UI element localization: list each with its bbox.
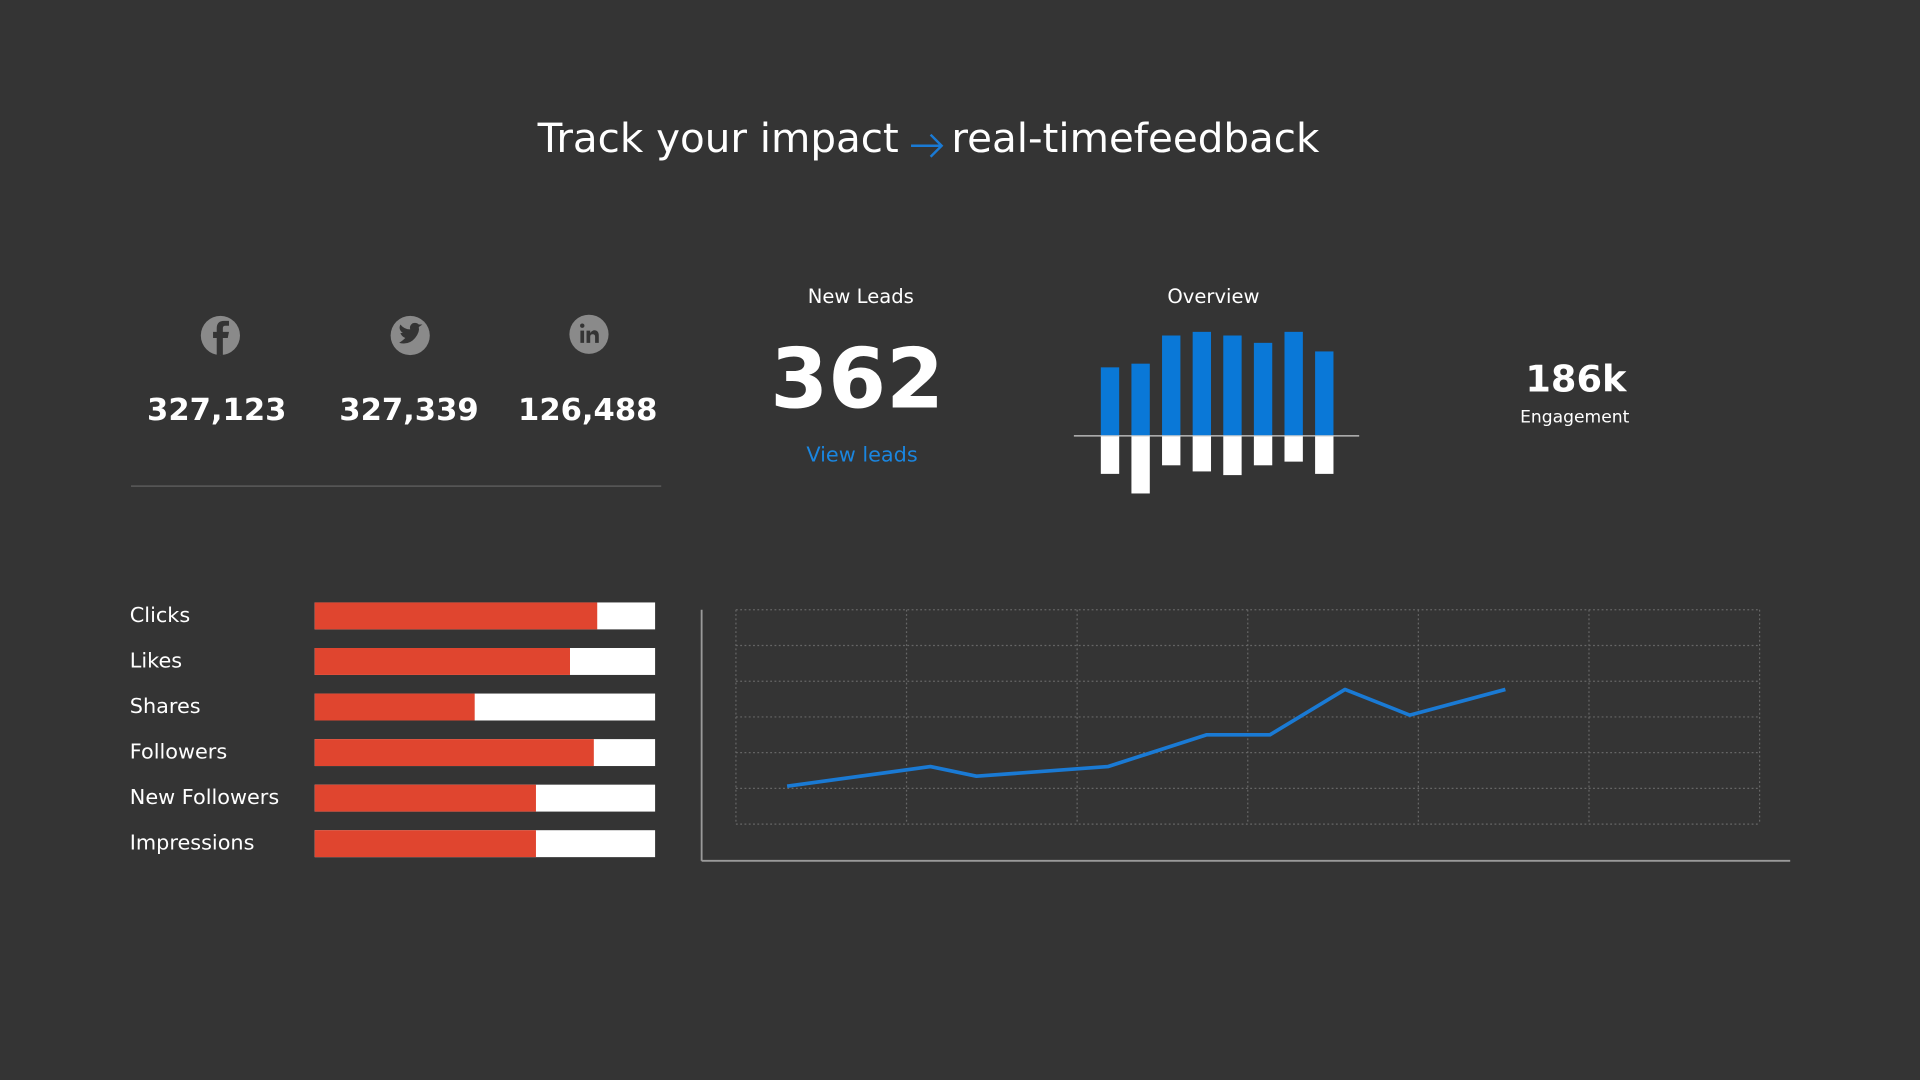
engagement-value: 186k bbox=[1525, 357, 1628, 400]
view-leads-link[interactable]: View leads bbox=[806, 443, 917, 467]
twitter-icon bbox=[390, 315, 430, 356]
social-value: 327,123 bbox=[147, 393, 286, 428]
leads-label: New Leads bbox=[808, 285, 914, 308]
engagement-label: Engagement bbox=[1520, 408, 1630, 428]
bar bbox=[1100, 435, 1120, 474]
bar bbox=[1162, 435, 1181, 466]
bar-label: Impressions bbox=[130, 831, 255, 855]
bar bbox=[314, 830, 536, 858]
leads-value: 362 bbox=[770, 330, 944, 427]
bar bbox=[1192, 435, 1212, 472]
bar bbox=[1253, 342, 1273, 436]
overview-title: Overview bbox=[1167, 285, 1259, 308]
title-arrow bbox=[911, 133, 944, 158]
bar bbox=[1192, 331, 1212, 436]
title: Track your impact bbox=[537, 114, 899, 162]
bar bbox=[1131, 363, 1150, 436]
bar bbox=[1284, 331, 1303, 436]
linkedin-icon bbox=[569, 314, 609, 354]
bar-label: Clicks bbox=[130, 603, 190, 627]
bar bbox=[1100, 367, 1120, 436]
bar bbox=[314, 602, 598, 630]
social-value: 126,488 bbox=[518, 393, 657, 428]
bar bbox=[1162, 335, 1181, 436]
bar bbox=[314, 784, 536, 812]
bar bbox=[1253, 435, 1273, 466]
bar-label: New Followers bbox=[130, 785, 279, 809]
social-value: 327,339 bbox=[339, 393, 478, 428]
bar bbox=[314, 648, 570, 675]
bar bbox=[1223, 435, 1242, 476]
bar bbox=[1315, 351, 1334, 436]
bar-label: Shares bbox=[130, 694, 201, 718]
bar-label: Followers bbox=[130, 740, 227, 764]
bar bbox=[1284, 435, 1303, 462]
bar-label: Likes bbox=[130, 648, 182, 672]
bar bbox=[314, 693, 475, 721]
bar bbox=[314, 739, 594, 767]
bar bbox=[1131, 435, 1150, 494]
facebook-icon bbox=[200, 315, 240, 356]
bar bbox=[1223, 335, 1242, 436]
bar bbox=[1315, 435, 1334, 474]
line-series bbox=[786, 687, 1506, 789]
title: real-timefeedback bbox=[951, 114, 1320, 162]
